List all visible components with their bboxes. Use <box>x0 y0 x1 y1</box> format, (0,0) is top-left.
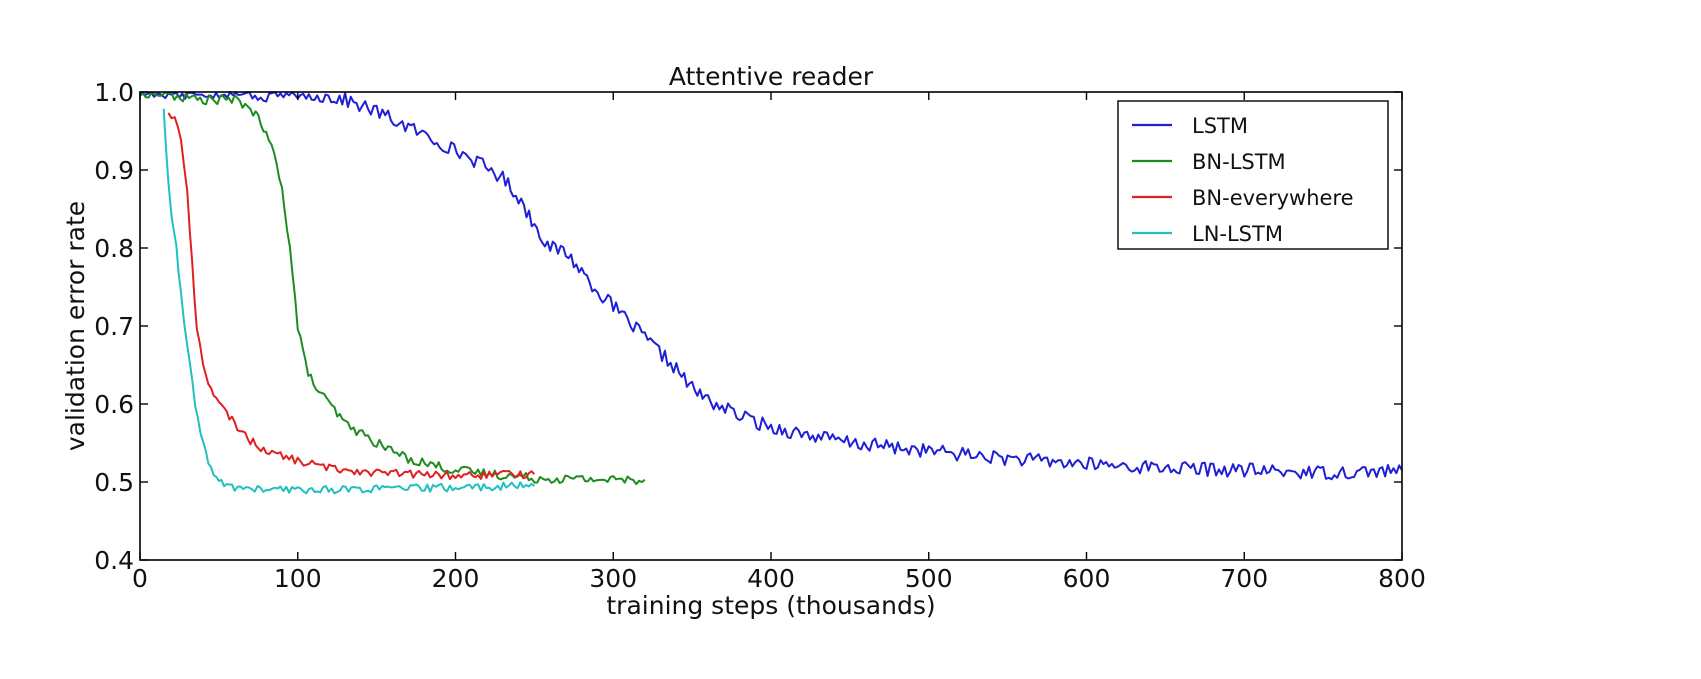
legend-label-lstm: LSTM <box>1192 114 1248 138</box>
x-tick-label: 100 <box>274 564 322 593</box>
y-tick-label: 0.4 <box>94 546 134 575</box>
x-tick-label: 300 <box>589 564 637 593</box>
legend-label-ln-lstm: LN-LSTM <box>1192 222 1283 246</box>
y-tick-label: 0.9 <box>94 156 134 185</box>
series-line-lstm <box>139 91 1403 481</box>
x-axis-label: training steps (thousands) <box>606 591 935 620</box>
legend-label-bn-lstm: BN-LSTM <box>1192 150 1286 174</box>
legend: LSTM BN-LSTM BN-everywhere LN-LSTM <box>1117 100 1389 250</box>
y-tick-label: 0.8 <box>94 234 134 263</box>
x-tick-label: 800 <box>1378 564 1426 593</box>
y-tick-label: 0.6 <box>94 390 134 419</box>
legend-label-bn-everywhere: BN-everywhere <box>1192 186 1354 210</box>
x-tick-label: 200 <box>432 564 480 593</box>
y-axis-label: validation error rate <box>61 201 90 451</box>
x-tick-label: 700 <box>1220 564 1268 593</box>
x-tick-label: 400 <box>747 564 795 593</box>
x-tick-label: 0 <box>132 564 148 593</box>
series-line-ln-lstm <box>162 108 535 495</box>
chart-title: Attentive reader <box>669 62 874 91</box>
y-tick-label: 0.7 <box>94 312 134 341</box>
y-tick-label: 0.5 <box>94 468 134 497</box>
x-tick-label: 500 <box>905 564 953 593</box>
series-line-bn-everywhere <box>167 112 536 481</box>
y-tick-label: 1.0 <box>94 78 134 107</box>
series-line-bn-lstm <box>139 91 646 486</box>
x-tick-label: 600 <box>1063 564 1111 593</box>
